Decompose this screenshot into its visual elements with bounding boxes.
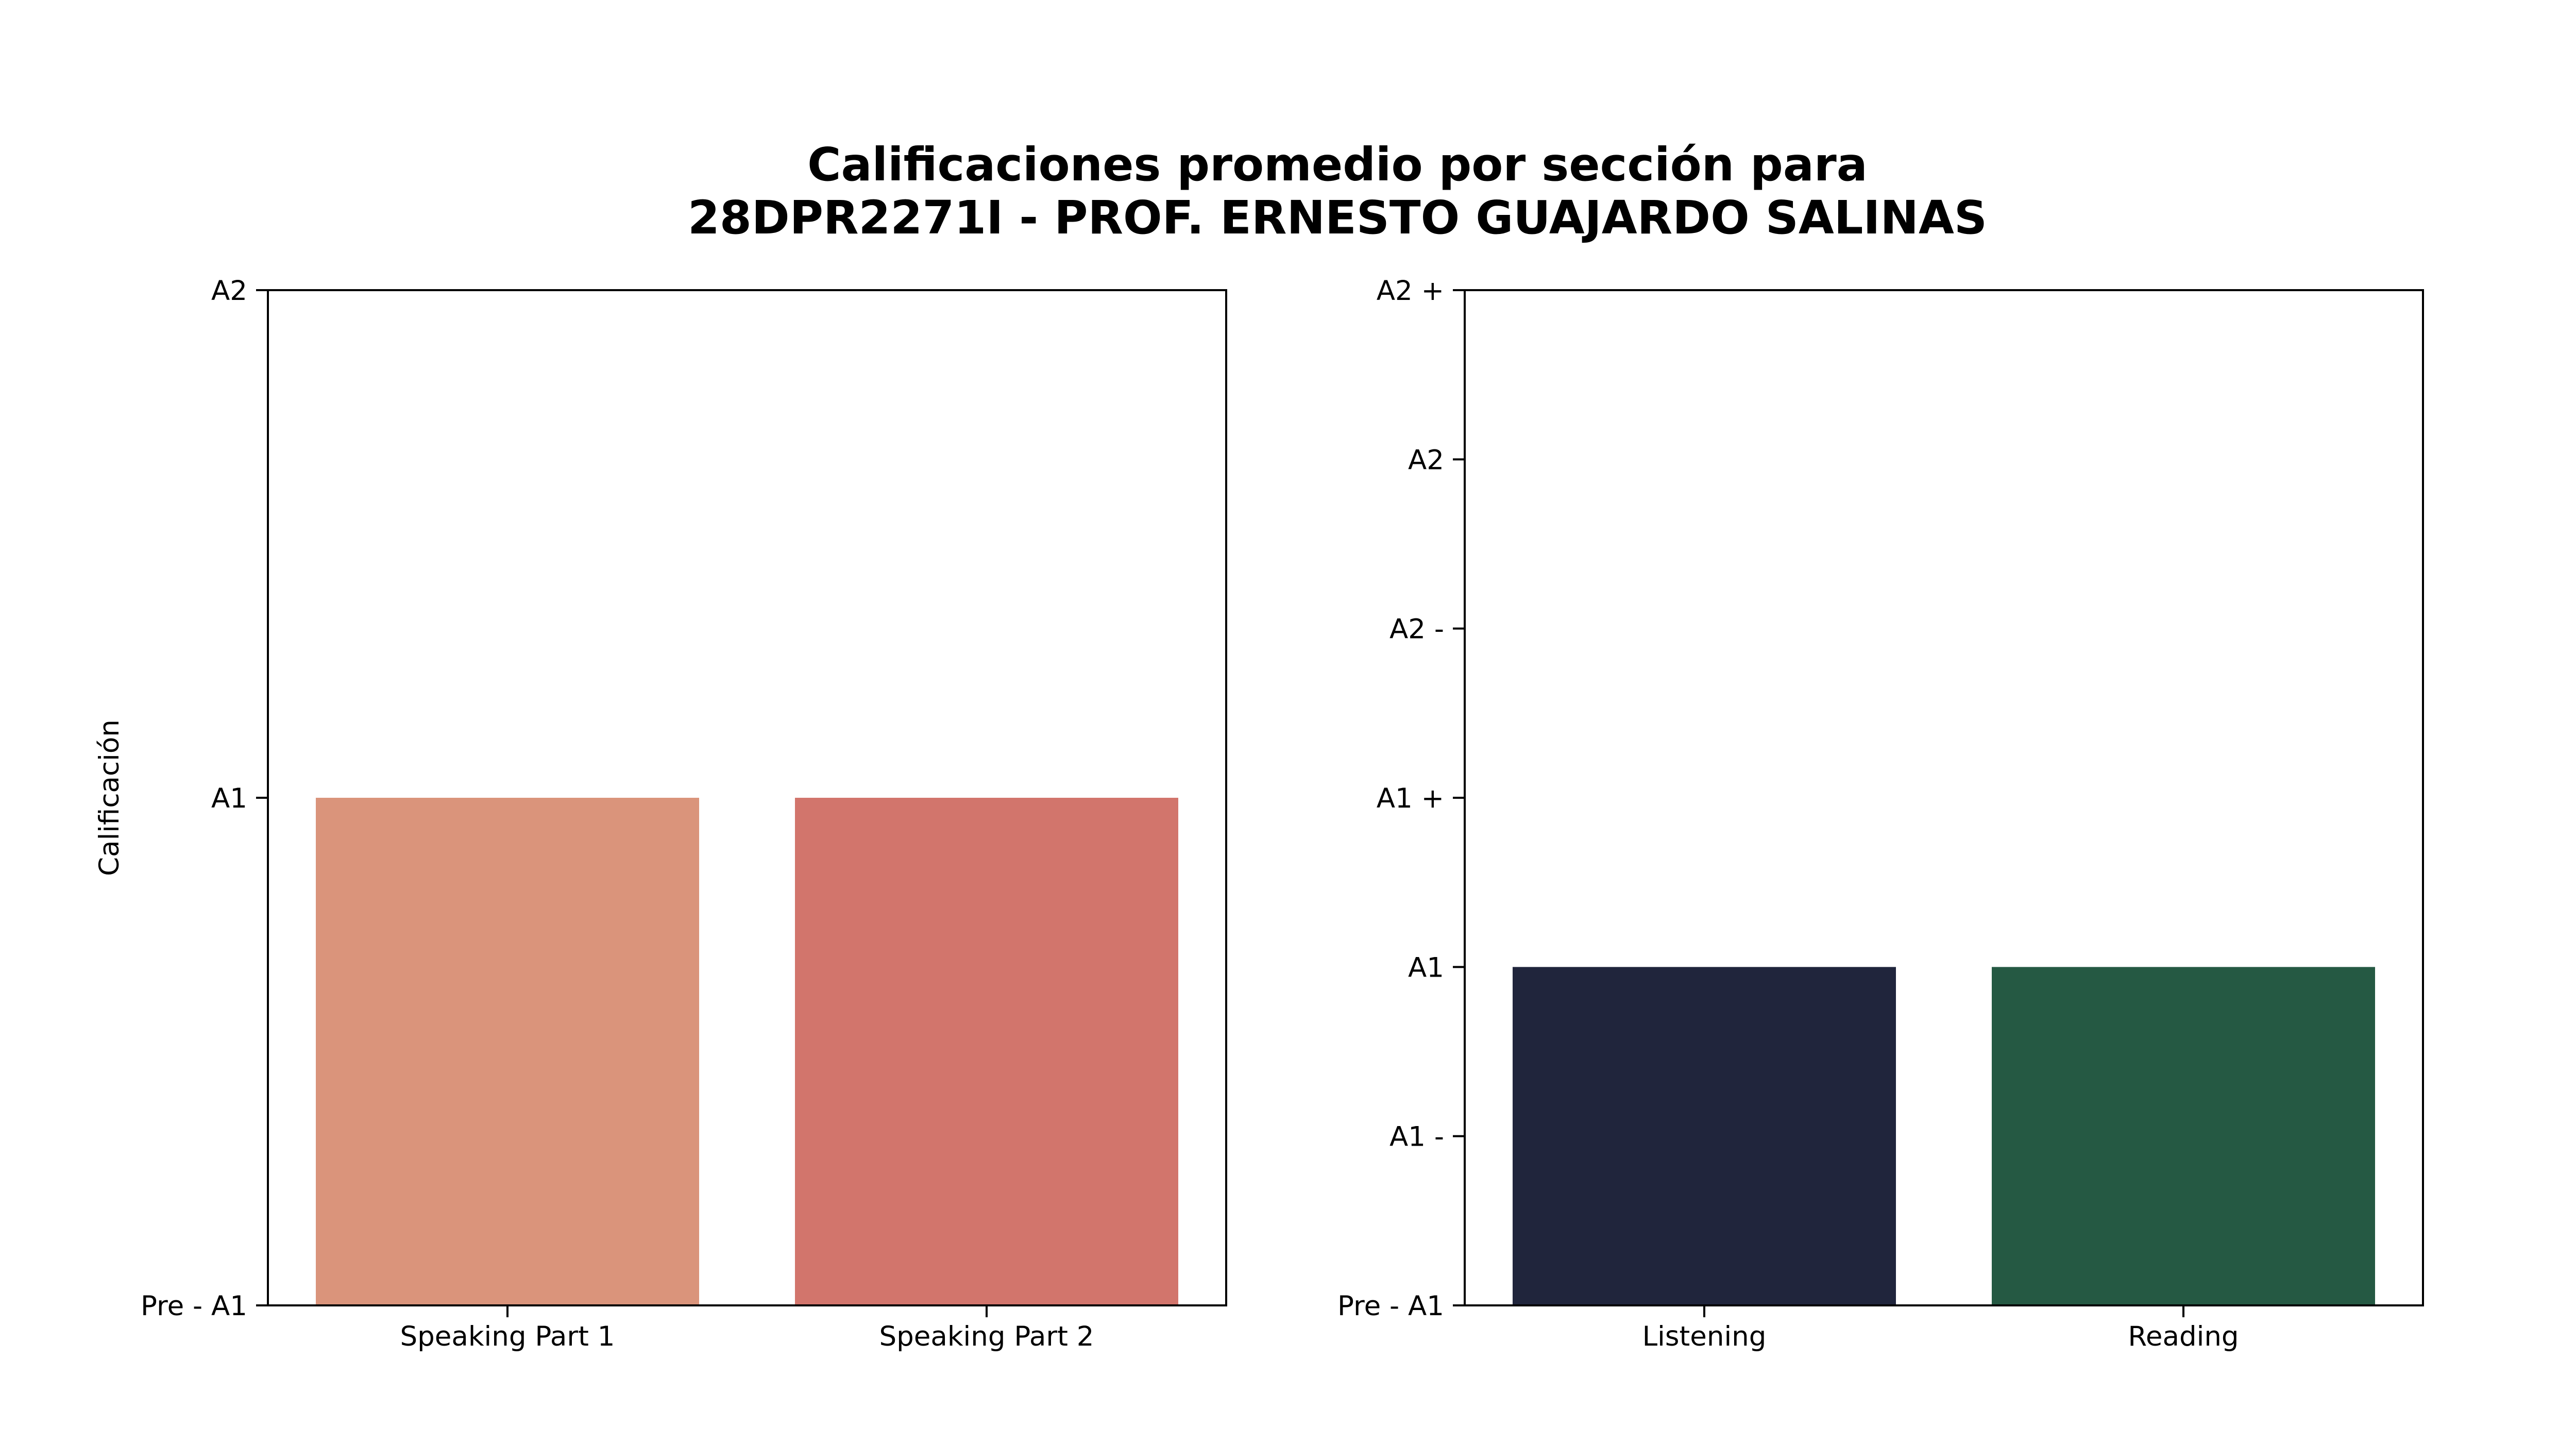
bar-speaking-part-2 <box>795 798 1178 1305</box>
x-tick-label: Listening <box>1642 1321 1767 1352</box>
chart-title-line-1: Calificaciones promedio por sección para <box>807 138 1868 191</box>
bar-speaking-part-1 <box>316 798 699 1305</box>
y-tick-label: Pre - A1 <box>1337 1290 1444 1322</box>
x-tick-label: Reading <box>2128 1321 2239 1352</box>
y-tick-label: A2 <box>1408 444 1444 476</box>
right-subplot: Pre - A1 A1 - A1 A1 + A2 - A2 A2 + Listening Rea… <box>1337 275 2424 1352</box>
chart-title-line-2: 28DPR2271I - PROF. ERNESTO GUAJARDO SALI… <box>688 191 1987 244</box>
y-tick-label: A1 + <box>1377 783 1444 814</box>
y-tick-label: A1 - <box>1389 1121 1444 1153</box>
bar-listening <box>1513 967 1896 1305</box>
y-tick-label: Pre - A1 <box>141 1290 247 1322</box>
x-tick-label: Speaking Part 1 <box>400 1321 615 1352</box>
left-subplot: Pre - A1 A1 A2 Speaking Part 1 Speaking Part… <box>94 275 1227 1352</box>
y-axis-label: Calificación <box>94 719 125 876</box>
y-tick-label: A2 <box>211 275 247 307</box>
y-tick-label: A1 <box>211 783 247 814</box>
y-tick-label: A1 <box>1408 952 1444 983</box>
bar-reading <box>1992 967 2375 1305</box>
y-tick-label: A2 + <box>1377 275 1444 307</box>
y-tick-label: A2 - <box>1389 614 1444 645</box>
x-tick-label: Speaking Part 2 <box>879 1321 1094 1352</box>
